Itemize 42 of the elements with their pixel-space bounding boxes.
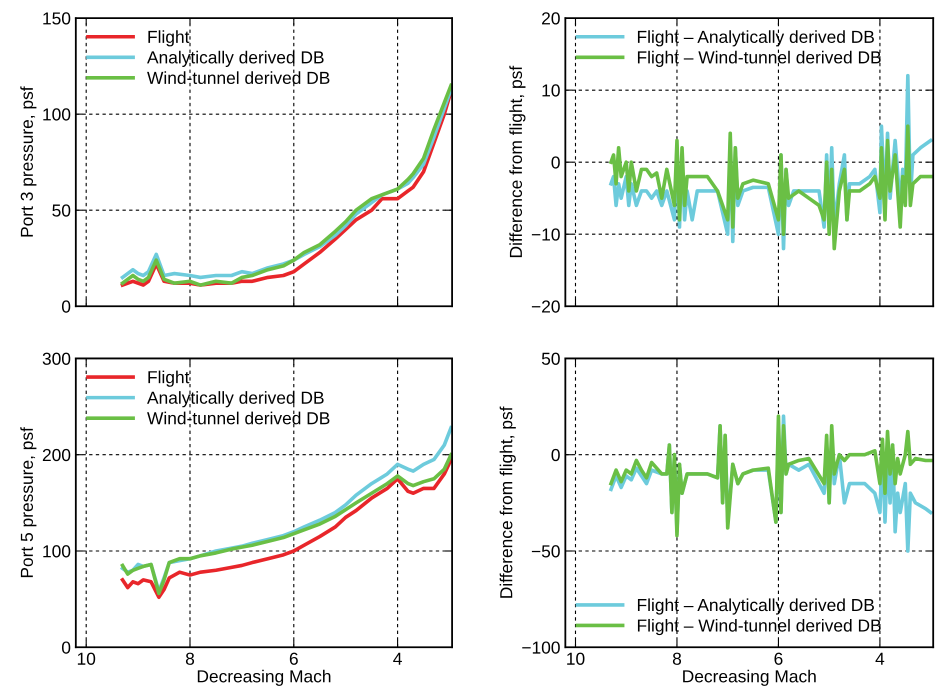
legend-label: Flight – Analytically derived DB [638,598,874,615]
legend-label: Analytically derived DB [147,50,324,67]
y-tick-label: −100 [522,641,560,654]
y-tick-label: 10 [542,84,560,97]
y-tick-label: 50 [542,352,560,365]
legend-label: Flight – Wind-tunnel derived DB [638,618,881,636]
x-tick-label: 10 [567,652,584,665]
x-tick-label: 4 [393,652,402,665]
y-tick-label: 0 [552,448,560,462]
y-tick-label: 0 [62,641,70,654]
x-tick-label: 8 [186,652,194,665]
legend-label: Flight – Analytically derived DB [638,30,874,46]
y-tick-label: 50 [52,204,70,217]
y-tick-label: −20 [532,300,560,313]
y-tick-label: 150 [43,12,70,25]
y-tick-label: 100 [43,108,70,121]
x-tick-label: 10 [78,652,96,665]
y-tick-label: 200 [42,448,70,462]
y-axis-title: Difference from flight, psf [509,66,526,258]
y-axis-title: Port 5 pressure, psf [20,427,36,578]
x-tick-label: 8 [672,652,682,665]
legend-label: Wind-tunnel derived DB [147,71,330,84]
y-tick-label: 100 [43,545,70,558]
y-tick-label: −50 [532,545,560,558]
legend-label: Flight – Wind-tunnel derived DB [638,50,881,67]
line-series [609,124,932,250]
legend-label: Analytically derived DB [147,391,324,408]
y-tick-label: −10 [532,228,560,241]
x-tick-label: 4 [875,652,884,665]
x-tick-label: 6 [774,652,783,665]
y-axis-title: Port 3 pressure, psf [20,86,36,236]
x-axis-title: Decreasing Mach [683,670,816,686]
legend-label: Wind-tunnel derived DB [147,412,330,424]
y-tick-label: 0 [62,300,70,313]
y-tick-label: 20 [542,12,560,25]
y-tick-label: 300 [42,352,70,365]
y-tick-label: 0 [552,156,560,169]
x-tick-label: 6 [290,652,298,665]
legend-label: Flight [148,30,190,46]
x-axis-title: Decreasing Mach [198,670,330,686]
legend-label: Flight [148,370,190,387]
y-axis-title: Difference from flight, psf [500,406,516,598]
